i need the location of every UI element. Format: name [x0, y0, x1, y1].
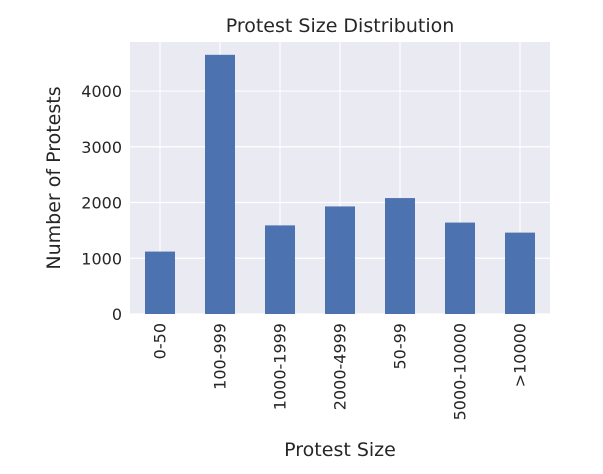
y-axis-label: Number of Protests [43, 86, 65, 269]
bar-0-50 [145, 251, 175, 314]
bar-2000-4999 [325, 206, 355, 314]
x-tick-label: 5000-10000 [451, 323, 470, 420]
bar-50-99 [385, 198, 415, 314]
y-axis-ticks: 0 1000 2000 3000 4000 [81, 82, 122, 324]
bar-100-999 [205, 54, 235, 314]
x-tick-label: 1000-1999 [271, 323, 290, 410]
x-tick-label: >10000 [511, 323, 530, 387]
y-tick-label: 1000 [81, 249, 122, 268]
x-tick-label: 100-999 [211, 323, 230, 390]
y-tick-label: 0 [112, 305, 122, 324]
bar-1000-1999 [265, 225, 295, 314]
chart-title: Protest Size Distribution [226, 15, 455, 37]
x-axis-ticks: 0-50 100-999 1000-1999 2000-4999 50-99 5000-1… [151, 323, 530, 420]
bar->10000 [505, 232, 535, 314]
x-tick-label: 2000-4999 [331, 323, 350, 410]
y-tick-label: 4000 [81, 82, 122, 101]
x-tick-label: 0-50 [151, 323, 170, 359]
bars [145, 54, 535, 314]
x-tick-label: 50-99 [391, 323, 410, 370]
y-tick-label: 3000 [81, 138, 122, 157]
x-axis-label: Protest Size [284, 439, 396, 461]
y-tick-label: 2000 [81, 194, 122, 213]
bar-5000-10000 [445, 222, 475, 314]
